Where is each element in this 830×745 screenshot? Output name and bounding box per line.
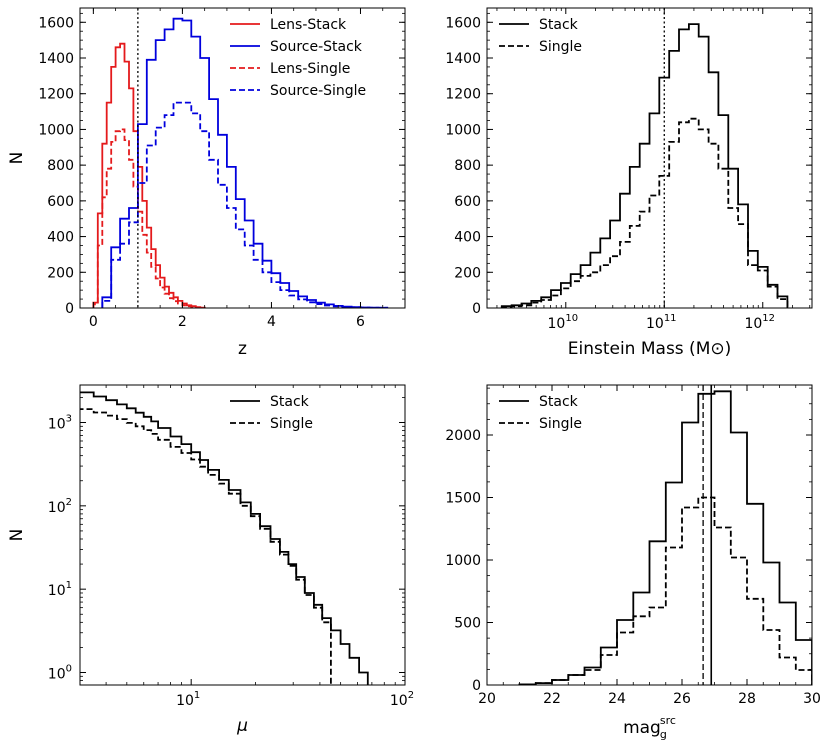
y-tick-label: 500 (454, 616, 481, 632)
x-tick-label: 1010 (548, 313, 579, 332)
series-source-single-line (101, 101, 389, 308)
y-axis-label: N (7, 529, 27, 542)
legend: Stack Single (230, 394, 313, 432)
y-tick-label: 0 (472, 301, 481, 317)
legend: Stack Single (499, 394, 582, 432)
legend-label-single: Single (539, 416, 582, 432)
plot-area (80, 391, 377, 685)
y-tick-label: 1000 (445, 553, 481, 569)
legend-label-stack: Stack (270, 394, 310, 410)
x-tick-label: 101 (176, 690, 200, 709)
series-lens-stack-line (92, 42, 206, 308)
series-single-line (518, 496, 812, 685)
y-tick-label: 2000 (445, 428, 481, 444)
series-lens-single-line (92, 128, 206, 308)
y-axis-label: N (7, 152, 27, 165)
y-tick-label: 103 (48, 414, 72, 433)
y-tick-label: 0 (65, 301, 74, 317)
panel-bottom-right: 20 22 24 26 28 30 0 500 1000 1500 2000 maggsrc Stack… (445, 384, 821, 741)
legend-label-stack: Stack (539, 394, 579, 410)
x-axis-label: z (238, 339, 247, 359)
y-tick-label: 101 (48, 580, 72, 599)
panel-top-right: 1010 1011 1012 0 200 400 600 800 1000 1200 1400 160… (445, 7, 813, 359)
legend-label-source-stack: Source-Stack (270, 39, 363, 55)
legend: Stack Single (499, 17, 582, 55)
x-tick-label: 24 (608, 691, 626, 707)
series-single-line (500, 117, 789, 308)
y-tick-label: 1600 (445, 15, 481, 31)
y-tick-label: 200 (454, 265, 481, 281)
y-tick-label: 100 (48, 664, 72, 683)
x-tick-label: 1012 (744, 313, 775, 332)
y-tick-label: 0 (472, 678, 481, 694)
y-tick-label: 200 (47, 265, 74, 281)
legend-label-lens-single: Lens-Single (270, 61, 350, 77)
x-tick-label: 22 (543, 691, 561, 707)
series-stack-line (518, 390, 812, 685)
y-tick-label: 600 (47, 194, 74, 210)
legend-label-stack: Stack (539, 17, 579, 33)
x-tick-label: 2 (178, 314, 187, 330)
plot-frame (486, 7, 813, 309)
plot-area (92, 8, 389, 308)
panel-top-left: 0 2 4 6 0 200 400 600 800 1000 1200 1400 1600 z N Lens-… (7, 7, 406, 359)
y-tick-label: 1500 (445, 491, 481, 507)
x-tick-label: 102 (390, 690, 414, 709)
legend: Lens-Stack Source-Stack Lens-Single Source-… (230, 17, 366, 99)
legend-label-single: Single (539, 39, 582, 55)
panel-bottom-left: 101 102 100 101 102 103 μ N Stack Single (7, 384, 414, 736)
x-axis-label: maggsrc (623, 714, 676, 741)
x-tick-label: 26 (673, 691, 691, 707)
y-tick-label: 1200 (445, 87, 481, 103)
y-tick-label: 1600 (38, 15, 74, 31)
x-axis-label: Einstein Mass (M⊙) (568, 339, 732, 359)
x-tick-label: 20 (478, 691, 496, 707)
x-tick-label: 30 (803, 691, 821, 707)
y-tick-label: 1000 (38, 122, 74, 138)
x-axis-label: μ (236, 716, 248, 736)
y-tick-label: 1400 (445, 51, 481, 67)
y-tick-label: 600 (454, 194, 481, 210)
y-tick-label: 800 (47, 158, 74, 174)
plot-frame (79, 384, 406, 686)
plot-area (500, 8, 789, 308)
y-tick-label: 400 (454, 230, 481, 246)
plot-frame (79, 7, 406, 309)
series-single-line (80, 408, 332, 685)
y-tick-label: 800 (454, 158, 481, 174)
series-stack-line (500, 23, 789, 308)
y-tick-label: 102 (48, 497, 72, 516)
y-tick-label: 1000 (445, 122, 481, 138)
x-tick-label: 28 (738, 691, 756, 707)
y-tick-label: 1400 (38, 51, 74, 67)
x-tick-label: 0 (89, 314, 98, 330)
legend-label-source-single: Source-Single (270, 83, 366, 99)
y-tick-label: 1200 (38, 87, 74, 103)
x-tick-label: 4 (267, 314, 276, 330)
y-tick-label: 400 (47, 230, 74, 246)
x-tick-label: 6 (356, 314, 365, 330)
plot-area (518, 385, 812, 685)
legend-label-lens-stack: Lens-Stack (270, 17, 347, 33)
legend-label-single: Single (270, 416, 313, 432)
x-tick-label: 1011 (646, 313, 677, 332)
